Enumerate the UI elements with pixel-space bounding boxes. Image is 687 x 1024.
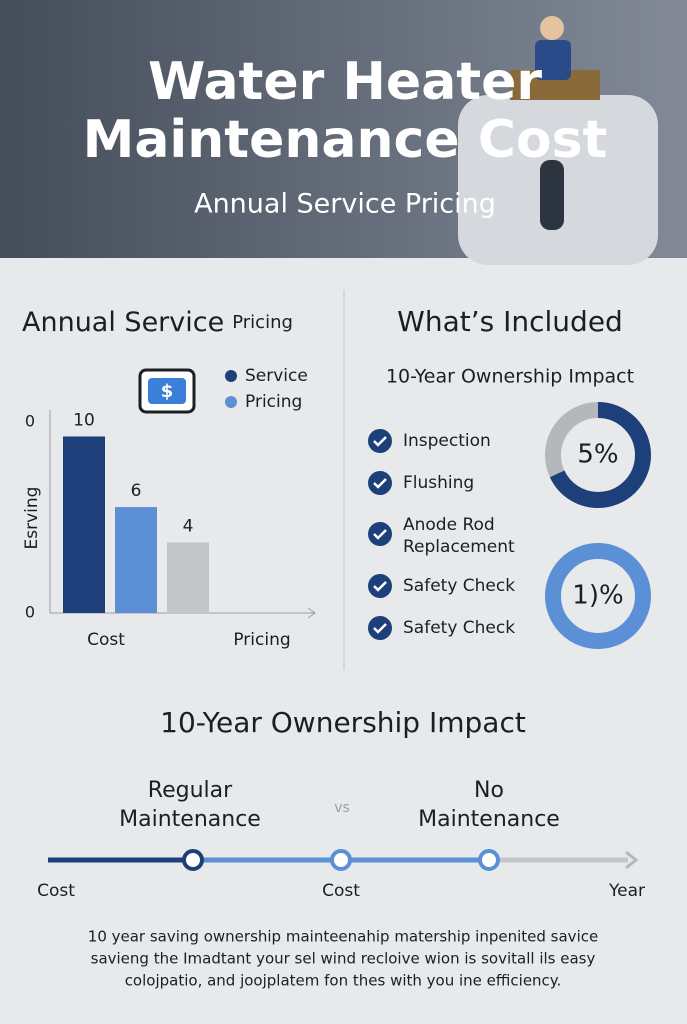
footer-text: savieng the Imadtant your sel wind reclo… bbox=[91, 950, 596, 968]
legend-label: Service bbox=[245, 366, 308, 386]
check-icon bbox=[368, 574, 392, 598]
y-top-label: 0 bbox=[25, 412, 35, 431]
check-mark bbox=[373, 529, 387, 540]
bar bbox=[167, 542, 209, 613]
timeline-label: Cost bbox=[322, 881, 360, 901]
vs: vs bbox=[334, 800, 350, 816]
check-item: Safety Check bbox=[403, 576, 515, 596]
texts: Water Heater Maintenance Cost Annual Ser… bbox=[22, 52, 645, 990]
timeline-node bbox=[330, 849, 352, 871]
check-item: Inspection bbox=[403, 431, 491, 451]
x-tick-label: Cost bbox=[87, 630, 125, 650]
timeline-node bbox=[478, 849, 500, 871]
pipes bbox=[510, 70, 600, 100]
check-icon bbox=[368, 616, 392, 640]
check-mark bbox=[373, 478, 387, 489]
y-tick-label: 0 bbox=[25, 603, 35, 622]
check-mark bbox=[373, 623, 387, 634]
panel-heading: What’s Included bbox=[397, 305, 623, 338]
plumber-body bbox=[535, 40, 571, 80]
check-item: Replacement bbox=[403, 537, 515, 557]
donut-label: 1)% bbox=[572, 581, 623, 611]
check-mark bbox=[373, 581, 387, 592]
check-item: Anode Rod bbox=[403, 515, 495, 535]
money-icon-bill bbox=[148, 378, 186, 404]
title: Water Heater bbox=[148, 52, 542, 112]
timeline-node bbox=[182, 849, 204, 871]
money-icon-sign: $ bbox=[161, 381, 174, 402]
y-axis-label: Esrving bbox=[22, 487, 42, 550]
check-icon bbox=[368, 429, 392, 453]
heading-small: Pricing bbox=[232, 312, 293, 333]
panel-subheading: 10-Year Ownership Impact bbox=[386, 366, 634, 388]
donut-label: 5% bbox=[577, 440, 618, 470]
check-mark bbox=[373, 436, 387, 447]
timeline-label: Year bbox=[608, 881, 645, 901]
legend-swatch bbox=[225, 370, 237, 382]
data-label: 10 bbox=[73, 410, 95, 430]
compare-label: Maintenance bbox=[418, 807, 560, 832]
donut-arc bbox=[545, 402, 651, 508]
legend-label: Pricing bbox=[245, 392, 302, 412]
section-heading: 10-Year Ownership Impact bbox=[160, 706, 526, 739]
compare-label: Regular bbox=[148, 778, 233, 803]
footer-text: colojpatio, and joojplatem fon thes with… bbox=[125, 972, 562, 990]
plumber bbox=[540, 16, 564, 40]
bar bbox=[63, 436, 105, 613]
check-item: Flushing bbox=[403, 473, 474, 493]
compare-label: Maintenance bbox=[119, 807, 261, 832]
compare-label: No bbox=[474, 778, 504, 803]
data-label: 6 bbox=[131, 481, 142, 501]
title: Maintenance Cost bbox=[83, 110, 608, 170]
panel-heading: Annual Service Pricing bbox=[22, 307, 293, 338]
footer-text: 10 year saving ownership mainteenahip ma… bbox=[88, 928, 598, 946]
heading-main: Annual Service bbox=[22, 307, 224, 338]
x-tick-label: Pricing bbox=[233, 630, 290, 650]
bar bbox=[115, 507, 157, 613]
timeline-label: Cost bbox=[37, 881, 75, 901]
donut-ring bbox=[545, 543, 651, 649]
check-item: Safety Check bbox=[403, 618, 515, 638]
heater-panel bbox=[540, 160, 564, 230]
check-icon bbox=[368, 471, 392, 495]
timeline-arrow bbox=[625, 850, 639, 870]
x-axis-arrow bbox=[307, 607, 316, 619]
check-icon bbox=[368, 522, 392, 546]
data-label: 4 bbox=[183, 516, 194, 536]
legend-swatch bbox=[225, 396, 237, 408]
subtitle: Annual Service Pricing bbox=[194, 189, 496, 220]
